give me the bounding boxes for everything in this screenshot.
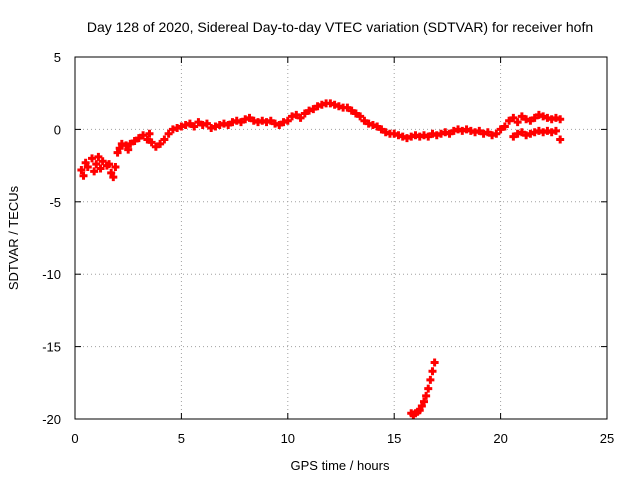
data-point (113, 148, 122, 157)
data-point (194, 118, 203, 127)
data-point (343, 103, 352, 112)
x-tick-label: 5 (178, 431, 185, 446)
data-point (509, 113, 518, 122)
data-point (296, 113, 305, 122)
data-point (224, 121, 233, 130)
data-point (202, 119, 211, 128)
data-point (190, 122, 199, 131)
data-point (160, 135, 169, 144)
data-point (283, 116, 292, 125)
data-point (164, 129, 173, 138)
data-point (517, 112, 526, 121)
data-point (415, 406, 424, 415)
data-point (513, 118, 522, 127)
data-point (426, 375, 435, 384)
data-point (83, 163, 92, 172)
data-point (292, 110, 301, 119)
series-main (77, 99, 565, 182)
data-point (526, 116, 535, 125)
data-point (496, 125, 505, 134)
x-tick-label: 0 (71, 431, 78, 446)
data-point (500, 122, 509, 131)
y-tick-label: 5 (54, 50, 61, 65)
data-point (556, 115, 565, 124)
x-axis-label: GPS time / hours (291, 458, 390, 473)
data-point (96, 164, 105, 173)
data-point (94, 152, 103, 161)
data-point (422, 391, 431, 400)
data-point (428, 367, 437, 376)
data-point (92, 160, 101, 169)
axis-ticks: 0 5 10 15 20 25 5 0 -5 -10 -15 -20 (42, 50, 614, 446)
data-point (347, 106, 356, 115)
data-point (107, 168, 116, 177)
data-point (475, 126, 484, 135)
data-point (556, 135, 565, 144)
data-point (115, 144, 124, 153)
data-point (98, 157, 107, 166)
data-point (79, 171, 88, 180)
data-point (77, 165, 86, 174)
data-point (377, 125, 386, 134)
data-point (105, 160, 114, 169)
data-point (151, 142, 160, 151)
grid (75, 57, 607, 419)
data-point (143, 135, 152, 144)
data-point (147, 138, 156, 147)
data-point (551, 126, 560, 135)
data-point (517, 128, 526, 137)
y-axis-label: SDTVAR / TECUs (6, 185, 21, 290)
data-point (126, 139, 135, 148)
data-point (266, 116, 275, 125)
data-point (492, 129, 501, 138)
data-point (445, 129, 454, 138)
data-point (156, 139, 165, 148)
data-point (309, 105, 318, 114)
data-point (124, 145, 133, 154)
data-point (130, 136, 139, 145)
data-point (360, 116, 369, 125)
series-outlier-arc (407, 358, 439, 419)
data-point (245, 113, 254, 122)
data-point (134, 134, 143, 143)
data-point (111, 163, 120, 172)
y-tick-label: -15 (42, 340, 61, 355)
data-point (356, 112, 365, 121)
data-point (419, 397, 428, 406)
y-tick-label: -20 (42, 412, 61, 427)
data-point (300, 109, 309, 118)
data-point (90, 167, 99, 176)
data-point (81, 158, 90, 167)
x-tick-label: 20 (493, 431, 507, 446)
data-point (275, 121, 284, 130)
x-tick-label: 10 (281, 431, 295, 446)
data-point (509, 132, 518, 141)
x-tick-label: 25 (600, 431, 614, 446)
y-tick-label: 0 (54, 122, 61, 137)
data-point (505, 116, 514, 125)
x-tick-label: 15 (387, 431, 401, 446)
data-point (417, 401, 426, 410)
data-point (145, 129, 154, 138)
data-point (109, 173, 118, 182)
data-point (236, 118, 245, 127)
data-point (430, 358, 439, 367)
data-point (185, 119, 194, 128)
data-point (424, 384, 433, 393)
data-point (373, 122, 382, 131)
plot-frame (74, 56, 608, 420)
data-point (424, 132, 433, 141)
chart-title: Day 128 of 2020, Sidereal Day-to-day VTE… (87, 19, 593, 35)
data-point (351, 109, 360, 118)
data-point (483, 128, 492, 137)
y-tick-label: -5 (49, 195, 61, 210)
y-tick-label: -10 (42, 267, 61, 282)
data-point (530, 113, 539, 122)
data-points (77, 99, 565, 419)
